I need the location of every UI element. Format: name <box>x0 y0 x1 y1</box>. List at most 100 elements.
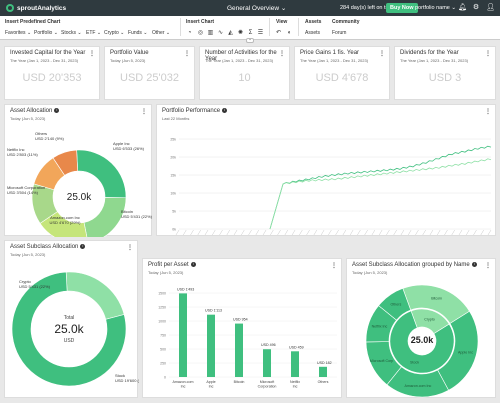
divider <box>269 18 270 36</box>
theme-toggle-icon[interactable]: ◐ <box>287 30 292 36</box>
more-options-icon[interactable]: ⋮ <box>141 109 147 115</box>
bar-value-label: USD 954 <box>233 318 248 322</box>
subclass-slice-stock[interactable] <box>11 271 127 387</box>
more-options-icon[interactable]: ⋮ <box>127 245 133 251</box>
kpi-subtitle: Today (Jun 5, 2023) <box>110 58 146 63</box>
more-options-icon[interactable]: ⋮ <box>485 263 491 269</box>
y-tick-label: 5k <box>172 210 176 214</box>
y-tick-label: 20k <box>170 156 176 160</box>
buy-now-button[interactable]: Buy Now <box>386 3 418 13</box>
collapse-toolbar-icon[interactable]: ⌃ <box>246 38 254 43</box>
bar[interactable] <box>207 314 215 377</box>
y-tick-label: 1500 <box>158 292 166 296</box>
more-options-icon[interactable]: ⋮ <box>379 51 385 57</box>
x-tick-mark <box>386 229 390 236</box>
bar-chart-icon[interactable]: ▥ <box>207 30 214 36</box>
x-tick-mark <box>241 229 245 236</box>
y-tick-label: 0k <box>172 228 176 232</box>
x-tick-mark <box>364 229 368 236</box>
x-category-label: Netflix Inc <box>290 380 300 389</box>
assets-section-title: Assets <box>305 19 322 25</box>
bar[interactable] <box>235 323 243 377</box>
card-subtitle: Today (Jun 5, 2023) <box>10 252 46 257</box>
table-icon[interactable]: ☰ <box>257 30 264 36</box>
app-logo[interactable]: sproutAnalytics <box>6 4 66 12</box>
kpi-card: Portfolio Value Today (Jun 5, 2023) USD 25… <box>104 46 195 100</box>
assets-link[interactable]: Assets <box>305 30 321 36</box>
sunburst-chart-icon[interactable]: ✺ <box>237 30 244 36</box>
more-options-icon[interactable]: ⋮ <box>485 109 491 115</box>
line-chart-icon[interactable]: ∿ <box>217 30 224 36</box>
bar[interactable] <box>263 349 271 377</box>
x-category-label: Microsoft Corporation <box>258 380 277 389</box>
donut-center-value: 25.0k <box>67 192 92 203</box>
more-options-icon[interactable]: ⋮ <box>89 51 95 57</box>
menu-funds[interactable]: Funds ⌄ <box>128 30 148 36</box>
slice-label: Amazon.com Inc USD 4'670 (29%) <box>50 215 82 225</box>
kpi-subtitle: The Year (Jan 1, 2023 - Dec 31, 2023) <box>300 58 369 63</box>
menu-other[interactable]: Other ⌄ <box>152 30 171 36</box>
more-options-icon[interactable]: ⋮ <box>184 51 190 57</box>
view-selector[interactable]: General Overview ⌄ <box>227 4 286 12</box>
x-category-label: Others <box>318 380 329 384</box>
x-tick-mark <box>204 229 209 236</box>
sunburst-outer-slice-others[interactable] <box>378 288 412 321</box>
slice-label: Netflix Inc USD 2'803 (11%) <box>7 147 38 157</box>
pie-chart-icon[interactable]: ◔ <box>187 30 192 36</box>
bell-icon[interactable]: 🔔︎ <box>458 4 467 11</box>
sum-icon[interactable]: Σ <box>248 30 253 36</box>
bar[interactable] <box>319 366 327 377</box>
user-icon[interactable]: 👤︎ <box>486 4 495 11</box>
sunburst-inner-slice-stock[interactable] <box>389 310 455 374</box>
x-tick-mark <box>458 229 463 236</box>
x-tick-mark <box>270 229 274 236</box>
sunburst-label: Stock <box>410 361 419 365</box>
app-name: sproutAnalytics <box>17 4 67 12</box>
donut-slice-bitcoin[interactable] <box>83 197 127 237</box>
performance-line-chart: 25k 20k 15k 10k 5k 0k <box>170 138 492 236</box>
area-chart-icon[interactable]: ◭ <box>228 30 233 36</box>
info-icon[interactable]: i <box>80 244 86 249</box>
gear-icon[interactable]: ⚙ <box>472 4 480 11</box>
bar-value-label: USD 496 <box>261 343 276 347</box>
menu-crypto[interactable]: Crypto ⌄ <box>104 30 125 36</box>
card-title: Asset Subclass Allocation i <box>10 244 86 250</box>
more-options-icon[interactable]: ⋮ <box>279 51 285 57</box>
forum-link[interactable]: Forum <box>332 30 347 36</box>
donut-slice-apple-inc[interactable] <box>76 149 127 199</box>
menu-stocks[interactable]: Stocks ⌄ <box>61 30 82 36</box>
profit-bar-chart: 1500 1250 1000 750 500 250 0 USD 1'493 Amazon.co… <box>158 287 337 389</box>
menu-etf[interactable]: ETF ⌄ <box>86 30 102 36</box>
more-options-icon[interactable]: ⋮ <box>485 51 491 57</box>
menu-portfolio[interactable]: Portfolio ⌄ <box>34 30 58 36</box>
info-icon[interactable]: i <box>471 262 477 267</box>
menu-favorites[interactable]: Favorites ⌄ <box>5 30 32 36</box>
y-tick-label: 0 <box>164 376 166 380</box>
subclass-slice-crypto[interactable] <box>65 271 125 320</box>
more-options-icon[interactable]: ⋮ <box>331 263 337 269</box>
info-icon[interactable]: i <box>54 108 60 113</box>
card-title: Asset Allocation i <box>10 108 60 114</box>
bar[interactable] <box>179 293 187 377</box>
card-subtitle: Today (Jun 5, 2023) <box>10 116 46 121</box>
info-icon[interactable]: i <box>222 108 228 113</box>
chevron-down-icon: ⌄ <box>451 5 456 11</box>
donut-chart-icon[interactable]: ◎ <box>197 30 204 36</box>
x-tick-mark <box>248 229 252 236</box>
info-icon[interactable]: i <box>190 262 196 267</box>
portfolio-selector[interactable]: portfolio name ⌄ <box>415 5 456 11</box>
undo-icon[interactable]: ↶ <box>275 30 282 36</box>
bar[interactable] <box>291 351 299 377</box>
donut-slice-others[interactable] <box>52 149 79 176</box>
top-bar: sproutAnalytics General Overview ⌄ 284 d… <box>0 0 500 16</box>
x-tick-mark <box>313 229 318 236</box>
kpi-title: Invested Capital for the Year <box>10 50 86 56</box>
x-tick-mark <box>277 229 281 236</box>
x-tick-mark <box>299 229 303 236</box>
view-section-title: View <box>276 19 288 25</box>
x-tick-mark <box>371 229 376 236</box>
y-tick-label: 250 <box>160 362 166 366</box>
sunburst-label: Others <box>391 302 402 306</box>
slice-label: Others USD 2'140 (9%) <box>35 131 64 141</box>
